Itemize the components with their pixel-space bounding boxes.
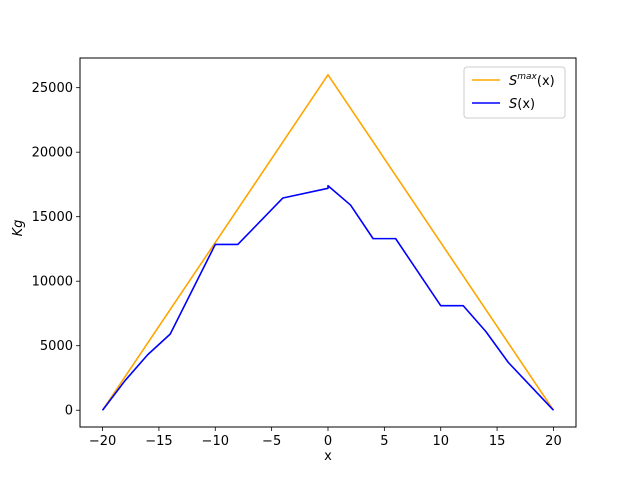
x-tick-label: 10 xyxy=(432,434,449,449)
x-tick-label: −10 xyxy=(202,434,229,449)
legend: Smax(x) S(x) xyxy=(463,66,566,119)
y-axis-label: Kg xyxy=(11,220,26,237)
series-layer xyxy=(101,73,555,411)
y-tick-label: 25000 xyxy=(32,81,73,96)
x-tick-label: −5 xyxy=(262,434,281,449)
y-axis: 0 5000 10000 15000 20000 25000 xyxy=(32,81,80,419)
legend-label-2: S(x) xyxy=(509,97,535,112)
x-tick-label: −15 xyxy=(145,434,172,449)
plot-background xyxy=(80,58,576,427)
x-tick-label: 20 xyxy=(545,434,562,449)
x-axis-label: x xyxy=(324,449,332,464)
x-tick-label: 5 xyxy=(380,434,388,449)
x-tick-label: 15 xyxy=(489,434,506,449)
y-tick-label: 5000 xyxy=(40,339,73,354)
series-line-2 xyxy=(101,184,555,411)
y-tick-label: 0 xyxy=(65,404,73,419)
y-tick-label: 10000 xyxy=(32,275,73,290)
legend-label-1: Smax(x) xyxy=(509,72,555,89)
series-line-1 xyxy=(101,73,555,411)
y-tick-label: 15000 xyxy=(32,210,73,225)
x-axis: −20 −15 −10 −5 0 5 10 15 20 xyxy=(89,427,562,449)
x-tick-label: −20 xyxy=(89,434,116,449)
x-tick-label: 0 xyxy=(324,434,332,449)
y-tick-label: 20000 xyxy=(32,146,73,161)
